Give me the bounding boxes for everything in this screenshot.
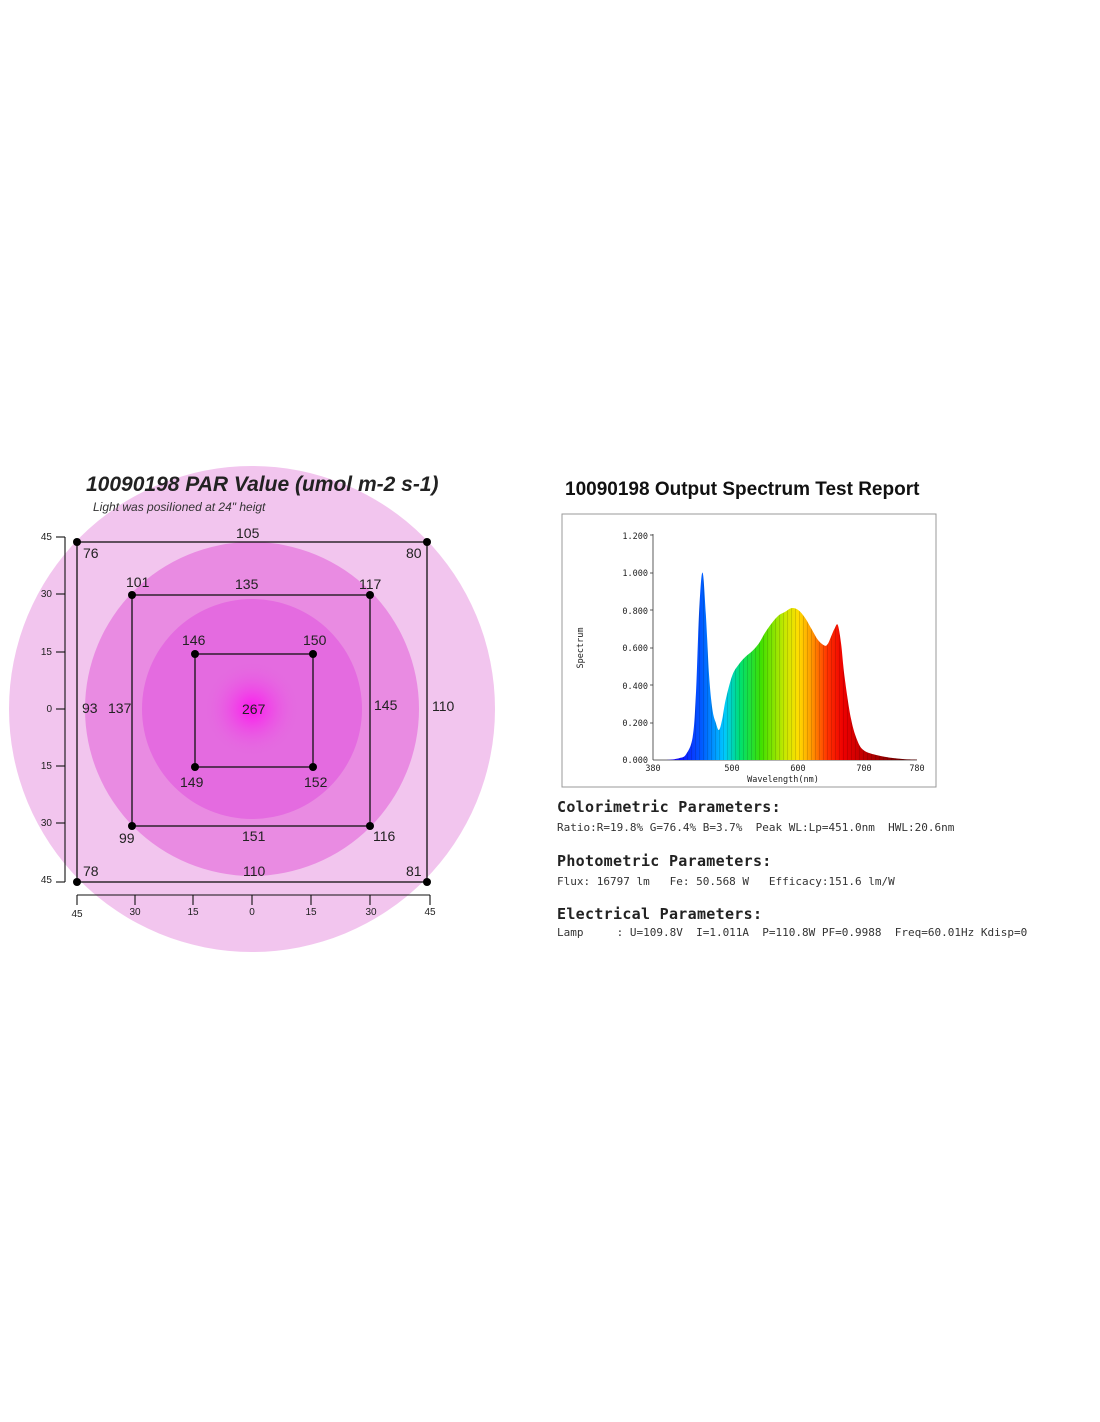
value-outer-right: 110 bbox=[432, 698, 455, 714]
spectrum-stripes bbox=[653, 572, 917, 760]
y-tick-label: 0 bbox=[46, 704, 52, 715]
par-map-chart: 10090198 PAR Value (umol m-2 s-1) Light … bbox=[9, 466, 495, 952]
spectrum-x-tick: 780 bbox=[909, 764, 924, 774]
dot-inner-tl bbox=[191, 650, 199, 658]
y-tick-label: 45 bbox=[41, 532, 53, 543]
dot-inner-br bbox=[309, 763, 317, 771]
photometric-values: Flux: 16797 lm Fe: 50.568 W Efficacy:151… bbox=[557, 875, 895, 888]
dot-middle-br bbox=[366, 822, 374, 830]
electrical-values: Lamp : U=109.8V I=1.011A P=110.8W PF=0.9… bbox=[557, 926, 1028, 939]
spectrum-y-tick: 0.000 bbox=[622, 756, 648, 766]
y-tick-label: 15 bbox=[41, 647, 53, 658]
par-subtitle: Light was posiIioned at 24" heigt bbox=[93, 500, 266, 514]
dot-middle-tl bbox=[128, 591, 136, 599]
par-y-axis bbox=[56, 536, 66, 883]
spectrum-x-tick: 600 bbox=[790, 764, 805, 774]
spectrum-xlabel: Wavelength(nm) bbox=[747, 775, 819, 785]
value-middle-tr: 117 bbox=[359, 576, 382, 592]
spectrum-x-tick: 380 bbox=[645, 764, 660, 774]
x-tick-label: 45 bbox=[71, 909, 83, 920]
x-tick-label: 15 bbox=[187, 907, 199, 918]
x-tick-label: 0 bbox=[249, 907, 255, 918]
outer-square bbox=[76, 541, 428, 883]
y-tick-label: 30 bbox=[41, 589, 53, 600]
spectrum-title: 10090198 Output Spectrum Test Report bbox=[565, 479, 920, 500]
dot-outer-tl bbox=[73, 538, 81, 546]
spectrum-y-tick: 0.200 bbox=[622, 719, 648, 729]
x-tick-label: 30 bbox=[365, 907, 377, 918]
value-outer-br: 81 bbox=[406, 863, 422, 879]
value-outer-bottom: 110 bbox=[243, 863, 266, 879]
spectrum-y-tick: 0.400 bbox=[622, 682, 648, 692]
value-center: 267 bbox=[242, 701, 266, 717]
y-tick-label: 45 bbox=[41, 875, 53, 886]
spectrum-x-tick: 500 bbox=[724, 764, 739, 774]
spectrum-chart: 10090198 Output Spectrum Test Report 1.2… bbox=[561, 479, 937, 788]
value-middle-top: 135 bbox=[235, 576, 259, 592]
center-glow bbox=[204, 661, 300, 757]
colorimetric-heading: Colorimetric Parameters: bbox=[557, 798, 781, 816]
par-x-axis bbox=[76, 894, 431, 905]
dot-middle-bl bbox=[128, 822, 136, 830]
y-tick-label: 15 bbox=[41, 761, 53, 772]
value-outer-left: 93 bbox=[82, 700, 98, 716]
x-tick-label: 15 bbox=[305, 907, 317, 918]
electrical-heading: Electrical Parameters: bbox=[557, 905, 763, 923]
dot-outer-br bbox=[423, 878, 431, 886]
dot-inner-tr bbox=[309, 650, 317, 658]
colorimetric-values: Ratio:R=19.8% G=76.4% B=3.7% Peak WL:Lp=… bbox=[557, 821, 955, 834]
spectrum-y-tick: 1.200 bbox=[622, 532, 648, 542]
value-middle-br: 116 bbox=[373, 828, 396, 844]
value-outer-tr: 80 bbox=[406, 545, 422, 561]
value-inner-bl: 149 bbox=[180, 774, 204, 790]
value-inner-tr: 150 bbox=[303, 632, 327, 648]
corner-dots bbox=[73, 538, 431, 886]
spectrum-y-tick: 0.600 bbox=[622, 644, 648, 654]
spectrum-y-tick: 1.000 bbox=[622, 569, 648, 579]
value-middle-bl: 99 bbox=[119, 830, 135, 846]
spectrum-ylabel: Spectrum bbox=[576, 628, 586, 669]
x-tick-label: 45 bbox=[424, 907, 436, 918]
value-middle-right: 145 bbox=[374, 697, 398, 713]
value-middle-bottom: 151 bbox=[242, 828, 266, 844]
y-tick-label: 30 bbox=[41, 818, 53, 829]
colorimetric-section: Colorimetric Parameters: Ratio:R=19.8% G… bbox=[557, 798, 954, 834]
spectrum-y-ticks-marks bbox=[650, 534, 653, 724]
spectrum-x-tick: 700 bbox=[856, 764, 871, 774]
photometric-section: Photometric Parameters: Flux: 16797 lm F… bbox=[557, 852, 895, 888]
value-inner-br: 152 bbox=[304, 774, 328, 790]
spectrum-y-tick: 0.800 bbox=[622, 607, 648, 617]
inner-square bbox=[194, 653, 314, 768]
dot-inner-bl bbox=[191, 763, 199, 771]
dot-middle-tr bbox=[366, 591, 374, 599]
value-outer-bl: 78 bbox=[83, 863, 99, 879]
par-title: 10090198 PAR Value (umol m-2 s-1) bbox=[86, 473, 438, 496]
value-middle-tl: 101 bbox=[126, 574, 150, 590]
value-outer-top: 105 bbox=[236, 525, 260, 541]
value-inner-tl: 146 bbox=[182, 632, 206, 648]
value-middle-left: 137 bbox=[108, 700, 132, 716]
x-tick-label: 30 bbox=[129, 907, 141, 918]
value-outer-tl: 76 bbox=[83, 545, 99, 561]
dot-outer-bl bbox=[73, 878, 81, 886]
electrical-section: Electrical Parameters: Lamp : U=109.8V I… bbox=[557, 905, 1027, 939]
dot-outer-tr bbox=[423, 538, 431, 546]
photometric-heading: Photometric Parameters: bbox=[557, 852, 772, 870]
middle-square bbox=[131, 594, 371, 827]
